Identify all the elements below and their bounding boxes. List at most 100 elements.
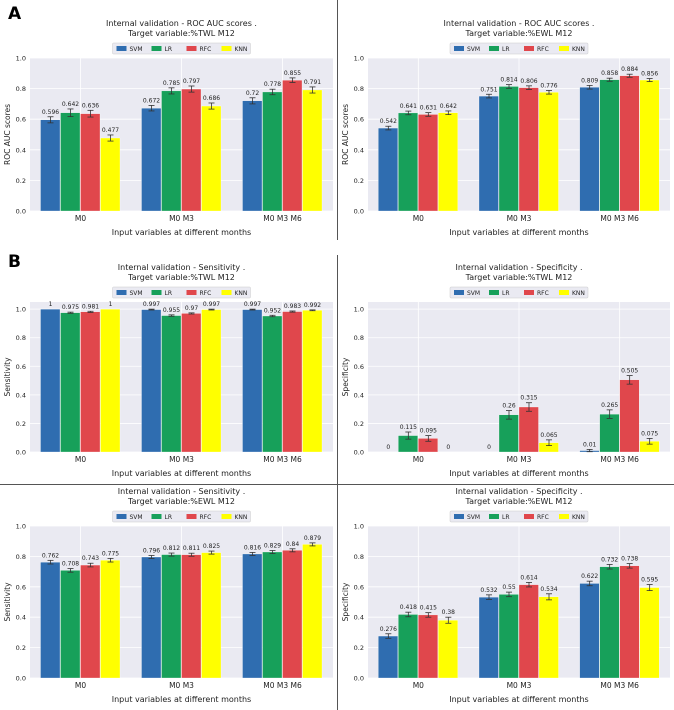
data-label: 0.751 [480, 86, 497, 93]
legend-swatch-knn [559, 46, 569, 51]
legend-swatch-svm [116, 514, 127, 519]
chart-title: Internal validation - Sensitivity . [118, 263, 245, 272]
data-label: 0.596 [42, 109, 59, 116]
y-tick-label: 0.0 [354, 208, 364, 216]
legend-label-rfc: RFC [200, 290, 212, 297]
legend-swatch-rfc [186, 290, 197, 295]
legend [112, 510, 251, 523]
y-axis-label: ROC AUC scores [341, 104, 350, 165]
bar-rfc [418, 114, 438, 212]
legend-swatch-knn [221, 46, 232, 51]
data-label: 0.265 [601, 402, 618, 409]
y-tick-label: 0.6 [354, 583, 364, 591]
data-label: 0.858 [601, 70, 618, 77]
legend-swatch-svm [454, 290, 464, 295]
data-label: 0.952 [264, 307, 281, 314]
chart-subtitle: Target variable:%EWL M12 [465, 497, 573, 506]
data-label: 0 [386, 444, 390, 451]
legend-label-rfc: RFC [537, 514, 549, 521]
legend-swatch-rfc [524, 514, 534, 519]
legend-label-knn: KNN [572, 514, 585, 521]
x-tick-label: M0 [75, 214, 86, 223]
x-axis-label: Input variables at different months [112, 695, 251, 704]
bar-svm [141, 309, 162, 453]
legend-label-rfc: RFC [200, 46, 212, 53]
bar-lr [161, 315, 182, 453]
legend-swatch-lr [489, 514, 499, 519]
bar-rfc [181, 313, 202, 453]
legend-swatch-lr [489, 46, 499, 51]
data-label: 0.97 [185, 305, 199, 312]
bar-knn [302, 310, 323, 453]
y-tick-label: 0.2 [354, 420, 364, 428]
data-label: 0.796 [143, 547, 160, 554]
data-label: 0.636 [82, 102, 99, 109]
data-label: 0 [446, 444, 450, 451]
bar-lr [498, 414, 519, 453]
bar-knn [438, 620, 458, 679]
bar-svm [40, 119, 61, 212]
y-tick-label: 1.0 [16, 523, 26, 531]
legend [112, 286, 251, 299]
y-tick-label: 0.8 [354, 553, 364, 561]
y-tick-label: 0.6 [354, 363, 364, 371]
chart-subtitle: Target variable:%TWL M12 [127, 273, 235, 282]
data-label: 0.641 [400, 103, 417, 110]
x-tick-label: M0 M3 [169, 681, 194, 690]
y-tick-label: 0.6 [16, 116, 26, 124]
data-label: 0.631 [420, 105, 437, 112]
data-label: 0.811 [183, 545, 200, 552]
data-label: 0.532 [480, 587, 497, 594]
legend-label-lr: LR [165, 514, 173, 521]
y-tick-label: 1.0 [16, 306, 26, 314]
bar-lr [599, 566, 620, 679]
data-label: 0.743 [82, 555, 99, 562]
legend-swatch-svm [116, 46, 127, 51]
y-tick-label: 0.6 [16, 363, 26, 371]
data-label: 0.534 [540, 586, 557, 593]
bar-svm [141, 108, 162, 212]
bar-rfc [282, 80, 303, 212]
legend-label-lr: LR [165, 290, 173, 297]
data-label: 0.981 [82, 303, 99, 310]
data-label: 0.01 [583, 441, 597, 448]
bar-knn [201, 105, 222, 212]
bar-lr [60, 312, 81, 453]
x-tick-label: M0 [413, 455, 424, 464]
vertical-divider-bottom [337, 255, 338, 710]
data-label: 0.776 [540, 82, 557, 89]
bar-rfc [619, 565, 640, 679]
bar-rfc [619, 379, 640, 453]
x-tick-label: M0 M3 M6 [600, 455, 639, 464]
bar-knn [639, 79, 660, 212]
y-tick-label: 0.4 [354, 146, 364, 154]
x-tick-label: M0 [75, 681, 86, 690]
legend-swatch-rfc [186, 514, 197, 519]
bar-svm [40, 308, 61, 453]
bar-svm [378, 635, 398, 679]
data-label: 0.997 [244, 301, 261, 308]
data-label: 0.84 [286, 541, 300, 548]
bar-rfc [518, 584, 539, 679]
legend-label-rfc: RFC [537, 46, 549, 53]
data-label: 0.276 [380, 626, 397, 633]
bar-rfc [80, 311, 101, 453]
x-axis-label: Input variables at different months [449, 469, 588, 478]
bar-svm [478, 596, 499, 679]
data-label: 0.075 [641, 430, 658, 437]
y-tick-label: 0.4 [16, 391, 26, 399]
chart-specificity-twl: Internal validation - Specificity .Targe… [341, 263, 670, 478]
y-tick-label: 0.8 [16, 553, 26, 561]
x-tick-label: M0 M3 [507, 455, 532, 464]
x-tick-label: M0 M3 [507, 681, 532, 690]
x-tick-label: M0 M3 M6 [600, 214, 639, 223]
chart-specificity-ewl: Internal validation - Specificity .Targe… [341, 487, 670, 704]
data-label: 0.797 [183, 78, 200, 85]
legend-label-lr: LR [502, 46, 510, 53]
legend-swatch-knn [221, 514, 232, 519]
legend-swatch-lr [151, 514, 162, 519]
x-tick-label: M0 M3 M6 [600, 681, 639, 690]
y-tick-label: 0.8 [16, 334, 26, 342]
data-label: 0.672 [143, 97, 160, 104]
y-axis-label: Sensitivity [3, 582, 12, 622]
